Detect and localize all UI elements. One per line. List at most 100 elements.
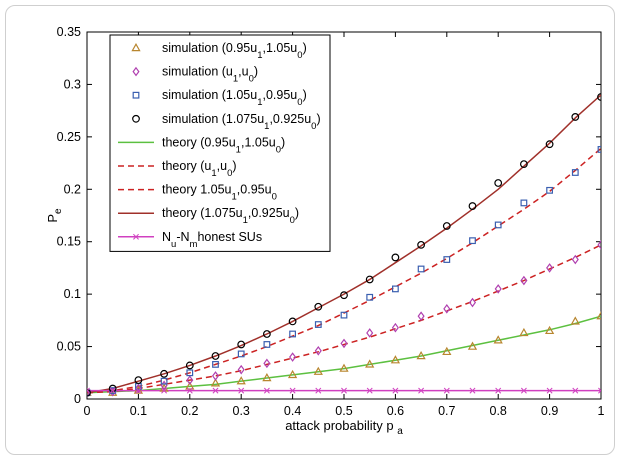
data-point-s2-5 [212,360,219,368]
series-line-7 [87,94,601,394]
data-point-s8-4-b [186,387,193,394]
data-point-s8-17 [520,387,527,394]
plot-series [87,93,601,398]
data-point-s8-13-b [418,387,425,394]
data-point-s0-18 [544,325,555,335]
data-point-s8-7 [263,387,270,394]
x-tick-label: 0.1 [130,404,147,418]
data-point-s2-13 [417,265,425,273]
legend-box [109,34,331,252]
chart: 0 0.05 0.1 0.15 0.2 0.25 0.3 0.35 0 0.1 0.2 0.3 0.4 0… [45,25,605,435]
data-point-s2-9 [314,321,322,328]
data-point-s0-16 [493,335,503,344]
x-tick-label: 0.2 [181,404,198,418]
data-point-s0-8 [287,369,298,379]
y-axis-label: Pe [45,208,64,223]
legend-entry: theory 1.05u1,0.95u0 [162,183,277,203]
data-point-s8-8 [289,387,296,394]
data-point-s0-20 [596,311,601,320]
data-point-s3-12 [391,253,400,262]
x-tick-label: 0.8 [490,404,507,418]
legend-entry: Nu-Nmhonest SUs [162,230,262,250]
data-point-s8-4 [186,387,193,394]
series-line-6 [87,147,601,394]
data-point-s0-15 [467,341,478,350]
data-point-s8-14 [443,387,450,394]
data-point-s1-7 [263,358,271,369]
y-tick-label: 0.25 [57,130,81,144]
data-point-s0-12 [390,355,401,364]
data-point-s1-12 [391,322,399,333]
data-point-s2-15 [469,237,476,245]
data-point-s0-9 [313,366,323,375]
data-point-s2-10 [340,311,348,319]
data-point-s3-8 [288,317,297,326]
x-tick-label: 0.7 [438,404,455,418]
x-tick-label: 0 [84,404,91,418]
data-point-s8-12 [392,387,399,394]
x-tick-label: 1 [598,404,605,418]
data-point-s8-0-a [87,389,90,394]
data-point-s8-6-b [238,387,245,394]
data-point-s1-1 [109,386,117,397]
data-point-s8-14-b [443,387,450,394]
data-point-s8-13 [418,387,425,394]
data-point-s0-14 [442,346,452,356]
data-point-s0-13 [416,350,426,360]
data-point-s3-9 [314,302,323,311]
y-tick-label: 0.05 [57,340,81,354]
data-point-s3-10 [340,291,348,300]
data-point-s8-15 [469,387,476,394]
data-point-s8-11-b [366,387,373,394]
data-point-s2-14 [443,256,451,263]
data-point-s2-4 [186,369,194,377]
data-point-s2-12 [392,285,399,293]
legend-entry: theory (0.95u1,1.05u0) [162,135,285,155]
x-tick-label: 0.6 [387,404,404,418]
y-tick-label: 0.2 [64,182,81,196]
data-point-s8-20 [598,387,601,394]
data-point-s8-19-b [572,387,579,394]
data-point-s8-16 [495,387,502,394]
data-point-s0-7 [262,373,272,382]
data-point-s1-20 [597,240,601,250]
data-point-s8-1 [109,387,116,394]
legend-marker-2 [132,91,140,99]
data-point-s1-16 [494,284,502,294]
data-point-s8-15-b [469,387,476,394]
data-point-s2-18 [546,186,553,194]
data-point-s8-1-b [109,387,116,394]
legend-entry: simulation (0.95u1,1.05u0) [162,41,307,61]
data-point-s3-6 [237,340,246,349]
data-point-s1-13 [417,311,425,321]
legend-marker-8 [133,233,139,240]
legend-entry: simulation (u1,u0) [162,65,258,85]
data-point-s3-4 [185,361,194,370]
legend-entry: theory (u1,u0) [162,159,237,179]
data-point-s8-3-b [161,387,168,394]
data-point-s2-8 [289,330,296,338]
x-tick-label: 0.3 [233,404,250,418]
data-point-s8-18-b [546,387,553,394]
data-point-s8-12-b [392,387,399,394]
data-point-s8-10 [341,387,347,394]
legend-entry: simulation (1.05u1,0.95u0) [162,88,307,108]
data-point-s3-13 [417,240,426,249]
data-point-s3-16 [494,179,503,187]
data-point-s8-10-b [341,387,347,394]
data-point-s3-1 [108,384,117,393]
data-point-s8-2 [135,387,142,394]
data-point-s8-17-b [520,387,527,394]
data-point-s3-0 [87,388,91,397]
data-point-s3-17 [520,160,528,169]
data-point-s8-19 [572,387,579,394]
x-tick-label: 0.5 [335,404,352,418]
data-point-s0-5 [210,378,221,387]
y-tick-label: 0.1 [64,287,81,301]
data-point-s8-0 [87,387,90,394]
data-point-s8-9-b [315,387,322,394]
y-tick-label: 0.15 [57,235,81,249]
x-tick-label: 0.4 [284,404,301,418]
series-line-4 [87,315,601,394]
data-point-s3-14 [442,222,451,230]
